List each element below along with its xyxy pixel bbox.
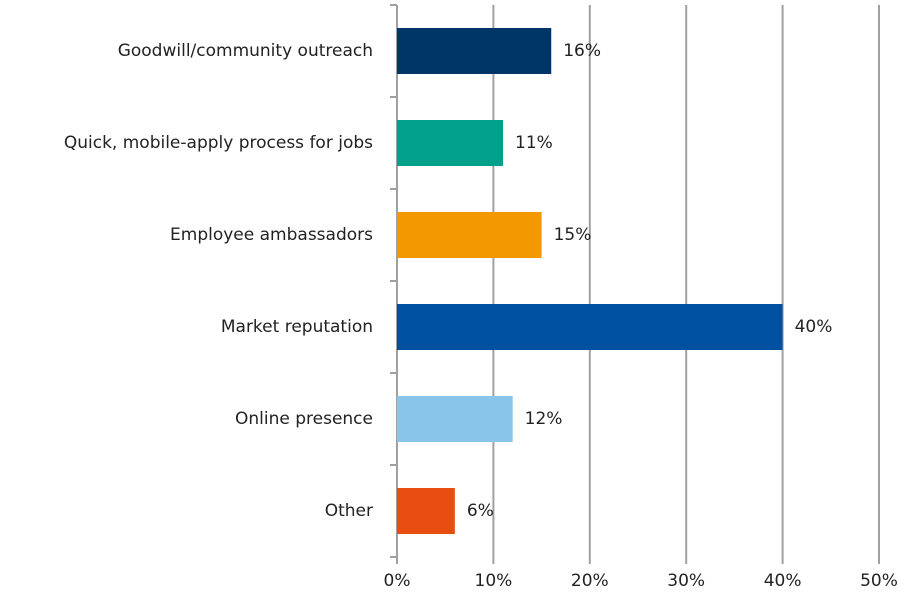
x-tick-label: 50%	[860, 571, 898, 591]
y-tick-label: Employee ambassadors	[170, 225, 373, 245]
x-tick-label: 20%	[571, 571, 609, 591]
data-label: 40%	[795, 317, 833, 337]
data-label: 16%	[563, 41, 601, 61]
data-label: 12%	[525, 409, 563, 429]
bar	[397, 396, 513, 442]
y-tick-label: Market reputation	[221, 317, 373, 337]
x-tick-label: 10%	[475, 571, 513, 591]
bar	[397, 304, 783, 350]
bar	[397, 28, 552, 74]
bar	[397, 488, 455, 534]
y-tick-label: Online presence	[235, 409, 373, 429]
y-tick-label: Other	[325, 501, 373, 521]
data-label: 6%	[467, 501, 494, 521]
bar	[397, 212, 542, 258]
x-tick-label: 30%	[667, 571, 705, 591]
data-label: 15%	[554, 225, 592, 245]
x-tick-label: 0%	[384, 571, 411, 591]
y-tick-label: Quick, mobile-apply process for jobs	[64, 133, 373, 153]
data-label: 11%	[515, 133, 553, 153]
x-tick-label: 40%	[764, 571, 802, 591]
bar	[397, 120, 504, 166]
y-tick-label: Goodwill/community outreach	[118, 41, 373, 61]
